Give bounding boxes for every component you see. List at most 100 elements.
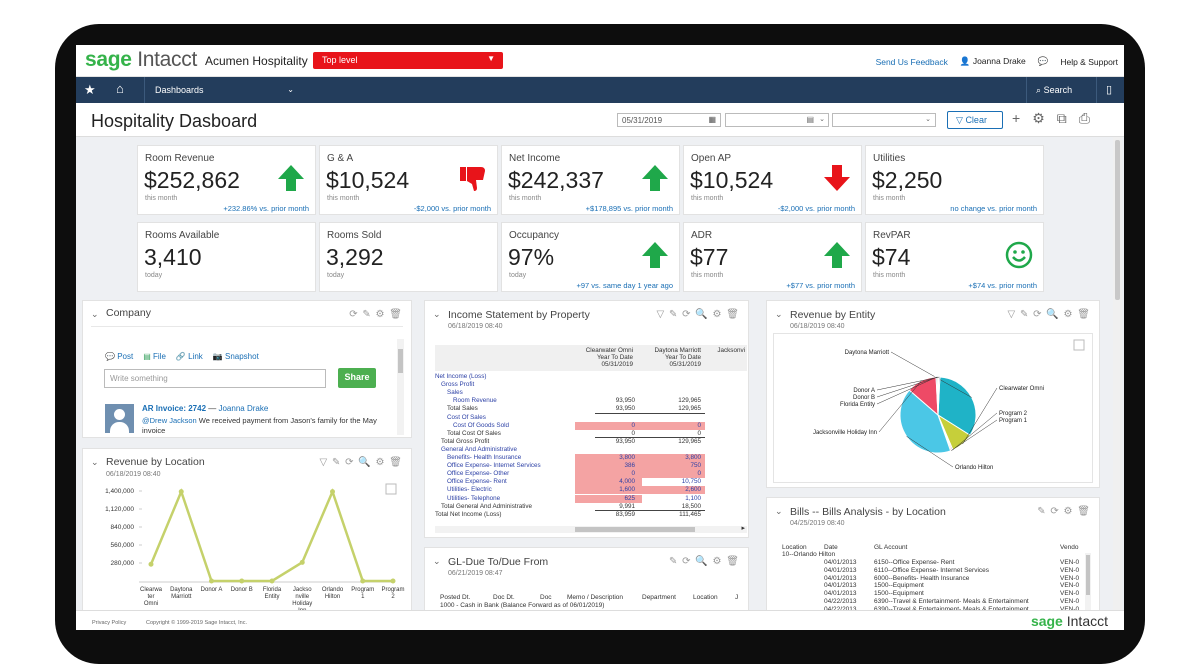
calendar-icon[interactable]: ▦	[708, 115, 716, 124]
search-button[interactable]: ⌕ Search	[1026, 77, 1096, 103]
income-row-label: Office Expense- Other	[447, 470, 510, 478]
kpi-value: 3,292	[326, 244, 384, 270]
post-input[interactable]: Write something	[104, 369, 326, 388]
panel-actions[interactable]: ✎ ⟳ ⚙ 🗑	[1037, 506, 1091, 517]
copy-icon[interactable]: ⧉	[1056, 110, 1067, 126]
kpi-card[interactable]: Room Revenue $252,862 this month +232.86% v…	[137, 145, 316, 215]
sage-intacct-logo[interactable]: sage Intacct	[85, 48, 197, 71]
kpi-comparison: +$178,895 vs. prior month	[585, 204, 673, 213]
kpi-label: Net Income	[509, 153, 561, 164]
feed-item-link[interactable]: AR Invoice: 2742	[142, 404, 207, 413]
home-icon[interactable]: ⌂	[116, 81, 124, 96]
clear-filter-button[interactable]: ▽ Clear	[947, 111, 1003, 129]
kpi-comparison: +97 vs. same day 1 year ago	[576, 281, 673, 290]
income-row-label: Utilities- Electric	[447, 486, 492, 494]
page-scrollbar[interactable]	[1113, 137, 1122, 610]
help-support-link[interactable]: Help & Support	[1060, 56, 1118, 67]
smiley-icon	[1005, 241, 1033, 269]
panel-date: 06/18/2019 08:40	[106, 471, 161, 478]
income-cell: 750	[690, 462, 701, 470]
gl-row: 1000 - Cash in Bank (Balance Forward as …	[440, 602, 605, 609]
panel-actions[interactable]: ✎ ⟳ 🔍 ⚙ 🗑	[669, 556, 740, 567]
as-of-date-input[interactable]: 05/31/2019 ▦	[617, 113, 721, 127]
chevron-down-icon[interactable]: ⌄	[433, 309, 441, 319]
kpi-card[interactable]: Occupancy 97% today +97 vs. same day 1 year…	[501, 222, 680, 292]
dashboards-menu[interactable]: Dashboards ⌄	[144, 77, 304, 103]
income-row-label: Cost Of Goods Sold	[453, 421, 509, 429]
kpi-card[interactable]: ADR $77 this month +$77 vs. prior month	[683, 222, 862, 292]
kpi-card[interactable]: Rooms Sold 3,292 today	[319, 222, 498, 292]
bookmark-icon[interactable]: ▯	[1096, 77, 1124, 103]
bills-vendor: VEN-0	[1060, 559, 1080, 566]
pie-leader-line	[906, 436, 954, 468]
tab-snapshot[interactable]: 📷 Snapshot	[212, 352, 259, 361]
income-col-header: 05/31/2019	[669, 361, 701, 368]
feed-user-link[interactable]: Joanna Drake	[218, 404, 269, 413]
chevron-down-icon: ⌄	[287, 85, 294, 94]
copyright: Copyright © 1999-2019 Sage Intacct, Inc.	[146, 620, 247, 626]
gl-header-posted: Posted Dt.	[440, 594, 471, 601]
kpi-card[interactable]: Net Income $242,337 this month +$178,895 vs…	[501, 145, 680, 215]
pie-label: Daytona Marriott	[845, 350, 890, 356]
kpi-card[interactable]: RevPAR $74 this month +$74 vs. prior month	[865, 222, 1044, 292]
print-icon[interactable]: ⎙	[1078, 110, 1090, 126]
y-tick-label: 1,400,000	[105, 488, 134, 495]
star-icon[interactable]: ★	[84, 82, 96, 97]
chevron-down-icon[interactable]: ⌄	[91, 457, 99, 467]
chevron-down-icon[interactable]: ⌄	[433, 556, 441, 566]
chevron-down-icon[interactable]: ⌄	[775, 309, 783, 319]
gl-header-dept: Department	[642, 594, 676, 601]
income-cell: 0	[697, 429, 701, 437]
panel-actions[interactable]: ▽ ✎ ⟳ 🔍 ⚙ 🗑	[656, 309, 740, 320]
bills-scrollbar[interactable]	[1085, 553, 1091, 611]
user-icon: 👤	[959, 56, 971, 66]
income-col-header: 05/31/2019	[601, 361, 633, 368]
y-tick-label: 280,000	[111, 560, 135, 567]
income-cell: 0	[631, 421, 635, 429]
add-icon[interactable]: +	[1012, 110, 1021, 126]
bills-date: 04/01/2013	[824, 566, 857, 574]
bills-date: 04/01/2013	[824, 559, 857, 566]
filter-select-1[interactable]: ▤ ⌄	[725, 113, 829, 127]
panel-actions[interactable]: ▽ ✎ ⟳ 🔍 ⚙ 🗑	[319, 457, 403, 468]
kpi-period: this month	[873, 195, 906, 202]
bills-location: 10--Orlando Hilton	[782, 551, 836, 558]
chevron-down-icon[interactable]: ⌄	[91, 309, 99, 319]
filter-select-2[interactable]: ⌄	[832, 113, 936, 127]
income-cell: 129,965	[678, 405, 701, 413]
y-tick-label: 840,000	[111, 524, 135, 531]
kpi-value: $74	[872, 244, 911, 270]
share-button[interactable]: Share	[338, 368, 376, 388]
gl-header-doc: Doc	[540, 594, 552, 601]
pie-leader-line	[878, 380, 922, 433]
gear-icon[interactable]: ⚙	[1032, 110, 1045, 126]
horizontal-scrollbar[interactable]: ▸	[435, 525, 747, 533]
bills-gl-account: 6390--Travel & Entertainment- Meals & En…	[874, 598, 1029, 605]
kpi-card[interactable]: Utilities $2,250 this month no change vs. p…	[865, 145, 1044, 215]
privacy-link[interactable]: Privacy Policy	[92, 620, 127, 626]
income-cell: 2,600	[685, 486, 701, 494]
tab-file[interactable]: ▤ File	[143, 352, 166, 361]
panel-actions[interactable]: ▽ ✎ ⟳ 🔍 ⚙ 🗑	[1007, 309, 1091, 320]
tab-post[interactable]: 💬 Post	[105, 352, 134, 361]
company-panel: ⌄ Company ⟳ ✎ ⚙ 🗑 💬 Post ▤ File 🔗 Link 📷…	[82, 300, 412, 438]
income-cell: 83,959	[615, 510, 635, 518]
kpi-card[interactable]: Open AP $10,524 this month -$2,000 vs. prio…	[683, 145, 862, 215]
feed-scrollbar[interactable]	[397, 339, 404, 435]
chevron-down-icon[interactable]: ⌄	[775, 506, 783, 516]
entity-level-select[interactable]: Top level ▼	[313, 52, 503, 69]
user-menu[interactable]: 👤 Joanna Drake	[959, 56, 1026, 66]
send-feedback-link[interactable]: Send Us Feedback	[875, 56, 948, 67]
chat-icon[interactable]: 💬	[1037, 56, 1049, 66]
x-tick-label: Donor A	[201, 587, 223, 593]
kpi-card[interactable]: G & A $10,524 this month -$2,000 vs. prior …	[319, 145, 498, 215]
income-cell: 0	[697, 421, 701, 429]
income-col-header: Year To Date	[596, 354, 633, 361]
kpi-comparison: -$2,000 vs. prior month	[777, 204, 855, 213]
gl-header-j: J	[735, 594, 739, 601]
income-col-header: Clearwater Omni	[585, 347, 633, 354]
tab-link[interactable]: 🔗 Link	[175, 352, 203, 361]
revenue-pie-chart: Daytona Marriott Clearwater Omni Program 2…	[813, 339, 1085, 471]
panel-actions[interactable]: ⟳ ✎ ⚙ 🗑	[349, 309, 403, 320]
kpi-card[interactable]: Rooms Available 3,410 today	[137, 222, 316, 292]
